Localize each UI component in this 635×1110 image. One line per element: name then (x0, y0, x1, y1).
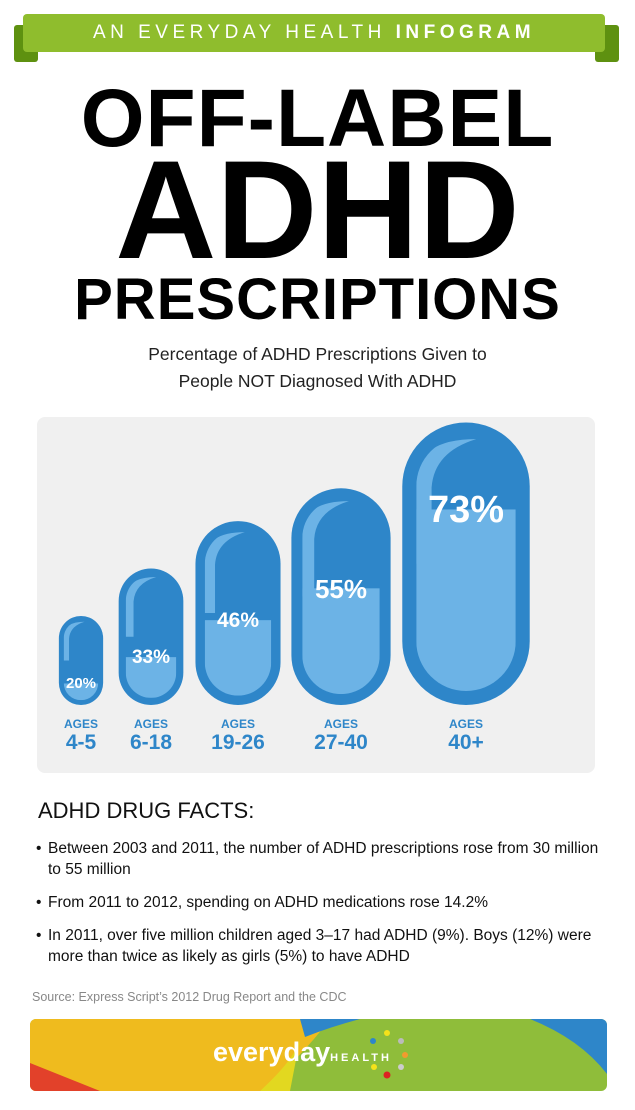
pill-bar (118, 568, 184, 705)
footer-background (30, 1019, 607, 1091)
footer-banner: everydayHEALTH (30, 1019, 607, 1091)
ribbon-text: AN EVERYDAY HEALTH (92, 22, 386, 43)
title-line-2: ADHD (115, 131, 520, 288)
pill-highlight (204, 532, 245, 614)
age-label: AGES 40+ (416, 717, 516, 755)
age-label: AGES 19-26 (188, 717, 288, 755)
pill-value-label: 20% (65, 675, 97, 693)
pill-value-label: 55% (314, 574, 368, 605)
subtitle-line-2: People NOT Diagnosed With ADHD (178, 371, 457, 391)
pill-fill-level (302, 588, 380, 695)
pill-fill-level (63, 683, 99, 701)
pill-value-label: 33% (131, 646, 171, 668)
pill-fill-level (416, 509, 516, 691)
sunburst-icon (370, 1030, 408, 1079)
age-label: AGES 6-18 (101, 717, 201, 755)
age-label: AGES 27-40 (291, 717, 391, 755)
fact-item: Between 2003 and 2011, the number of ADH… (36, 838, 606, 880)
age-prefix: AGES (220, 717, 255, 731)
pill-fill-level (204, 620, 272, 696)
logo-word-health: HEALTH (330, 1052, 392, 1064)
pill-highlight (63, 621, 85, 661)
pill-value-label: 46% (216, 608, 260, 632)
age-prefix: AGES (133, 717, 168, 731)
age-range: 19-26 (211, 731, 265, 754)
subtitle-line-1: Percentage of ADHD Prescriptions Given t… (148, 344, 487, 364)
fact-item: In 2011, over five million children aged… (36, 925, 606, 967)
pill-bar (402, 422, 530, 705)
age-range: 4-5 (65, 731, 97, 754)
pill-outer (58, 616, 104, 705)
age-range: 40+ (448, 731, 484, 754)
source-note: Source: Express Script’s 2012 Drug Repor… (32, 990, 347, 1004)
pill-highlight (125, 576, 157, 637)
pill-bar (58, 616, 104, 705)
title-line-1: OFF-LABEL (80, 73, 555, 164)
ribbon-bold-text: INFOGRAM (395, 22, 536, 43)
pill-highlight (302, 501, 349, 597)
subtitle: Percentage of ADHD Prescriptions Given t… (0, 341, 635, 395)
age-prefix: AGES (323, 717, 358, 731)
header-ribbon: AN EVERYDAY HEALTH INFOGRAM (23, 14, 605, 52)
facts-heading: ADHD DRUG FACTS: (38, 798, 255, 823)
age-label: AGES 4-5 (31, 717, 131, 755)
pill-bar (195, 521, 281, 705)
pill-bar (291, 488, 391, 705)
title-line-3: PRESCRIPTIONS (74, 267, 561, 332)
age-prefix: AGES (63, 717, 98, 731)
pill-fill-level (125, 657, 177, 698)
age-range: 27-40 (314, 731, 368, 754)
age-prefix: AGES (448, 717, 483, 731)
logo-word: everyday (213, 1037, 331, 1067)
fact-item: From 2011 to 2012, spending on ADHD medi… (36, 892, 606, 913)
pill-value-label: 73% (427, 488, 505, 531)
age-range: 6-18 (129, 731, 173, 754)
logo-wordmark: everydayHEALTH (213, 1037, 392, 1068)
